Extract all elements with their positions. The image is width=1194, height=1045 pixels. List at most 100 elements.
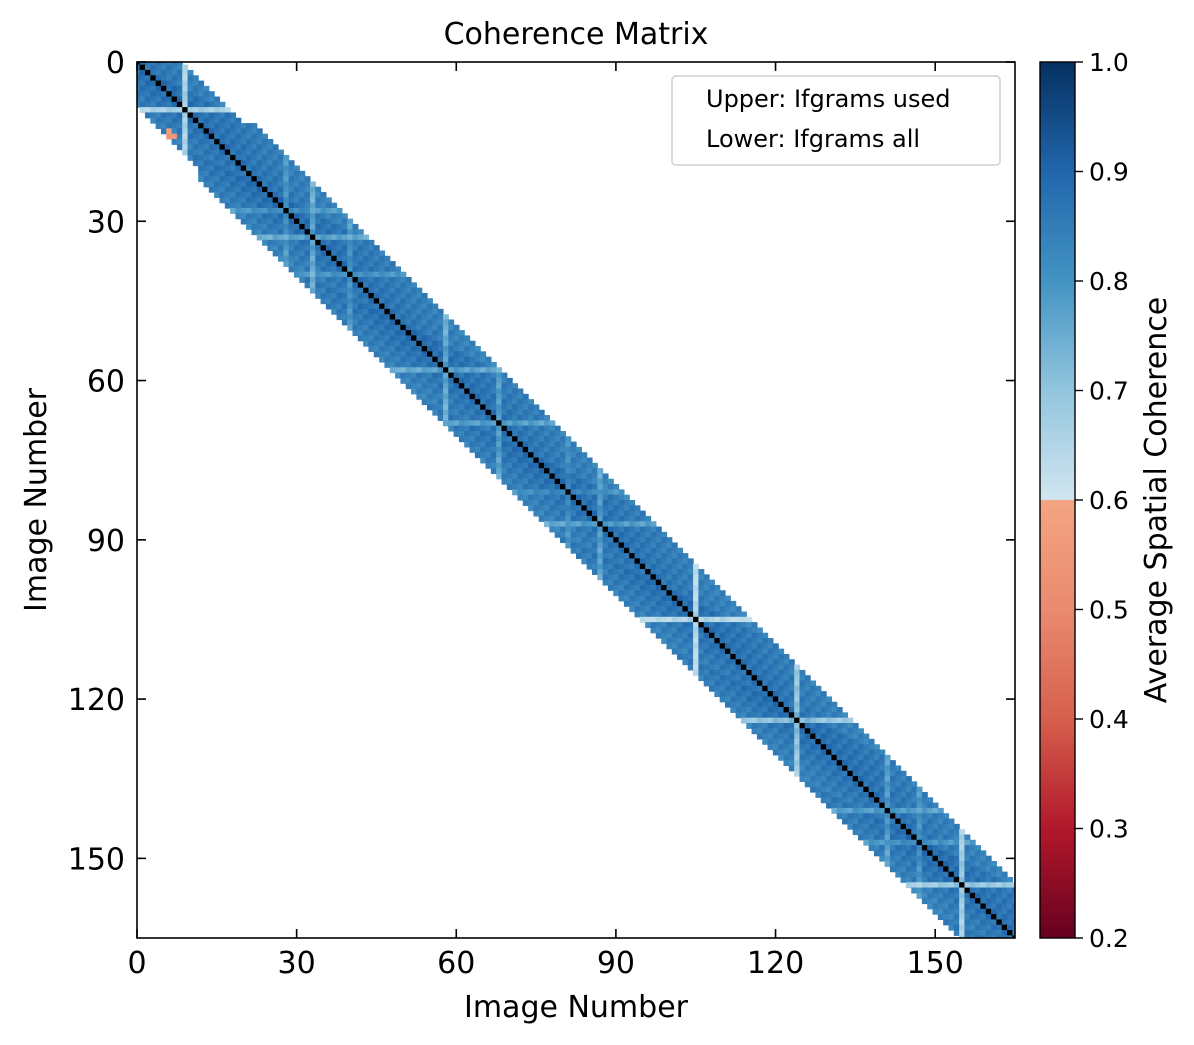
heatmap-cell [283, 245, 290, 252]
heatmap-cell [198, 165, 205, 172]
heatmap-cell [576, 553, 582, 559]
diagonal-cell [267, 192, 274, 198]
heatmap-cell [969, 882, 976, 889]
heatmap-cell [480, 377, 487, 384]
heatmap-cell [1007, 914, 1013, 921]
diagonal-cell [400, 324, 407, 331]
heatmap-cell [251, 123, 258, 129]
heatmap-cell [299, 181, 306, 188]
heatmap-cell [235, 186, 242, 193]
heatmap-cell [522, 404, 529, 411]
heatmap-cell [464, 383, 471, 390]
heatmap-cell [996, 892, 1003, 899]
heatmap-cell [320, 213, 327, 220]
heatmap-cell [309, 208, 316, 214]
heatmap-cell [299, 213, 306, 220]
heatmap-cell [278, 170, 284, 177]
heatmap-cell [203, 101, 210, 108]
heatmap-cell [395, 367, 401, 374]
heatmap-cell [889, 855, 896, 862]
diagonal-cell [842, 765, 848, 772]
heatmap-cell [416, 298, 423, 305]
heatmap-cell [554, 468, 561, 475]
heatmap-cell [996, 914, 1003, 921]
heatmap-cell [341, 319, 348, 326]
heatmap-cell [267, 197, 274, 204]
heatmap-cell [176, 80, 183, 87]
heatmap-cell [767, 638, 774, 644]
heatmap-cell [373, 287, 380, 294]
heatmap-cell [645, 542, 652, 549]
heatmap-cell [192, 138, 199, 145]
heatmap-cell [756, 669, 763, 676]
heatmap-cell [155, 62, 162, 66]
heatmap-cell [304, 176, 311, 183]
diagonal-cell [182, 107, 189, 114]
heatmap-cell [650, 537, 657, 544]
heatmap-cell [176, 107, 183, 114]
heatmap-cell [655, 531, 662, 538]
heatmap-cell [794, 707, 801, 713]
heatmap-cell [815, 712, 822, 719]
heatmap-cell [538, 446, 545, 453]
heatmap-cell [687, 590, 694, 597]
heatmap-cell [714, 606, 721, 613]
heatmap-cell [251, 154, 258, 161]
heatmap-cell [597, 542, 604, 549]
heatmap-cell [357, 229, 364, 236]
heatmap-cell [634, 590, 641, 597]
heatmap-cell [474, 351, 481, 358]
heatmap-cell [198, 149, 205, 156]
heatmap-cell [517, 425, 524, 432]
heatmap-cell [267, 229, 274, 236]
heatmap-cell [182, 91, 189, 98]
heatmap-cell [299, 271, 306, 278]
heatmap-cell [623, 500, 630, 506]
heatmap-cell [650, 553, 657, 559]
heatmap-cell [240, 149, 247, 156]
heatmap-cell [400, 335, 407, 342]
heatmap-cell [192, 123, 199, 129]
heatmap-cell [554, 531, 561, 538]
heatmap-cell [623, 553, 630, 559]
heatmap-cell [921, 871, 928, 878]
heatmap-cell [405, 372, 412, 379]
heatmap-cell [927, 866, 934, 873]
heatmap-cell [980, 887, 987, 894]
diagonal-cell [730, 653, 737, 660]
heatmap-cell [512, 484, 519, 490]
heatmap-cell [772, 643, 779, 650]
heatmap-cell [150, 107, 157, 114]
heatmap-cell [927, 882, 934, 889]
heatmap-cell [804, 707, 811, 713]
heatmap-cell [693, 638, 699, 644]
heatmap-cell [405, 346, 412, 352]
heatmap-cell [693, 632, 699, 639]
heatmap-cell [137, 85, 141, 92]
heatmap-cell [687, 638, 694, 644]
heatmap-cell [570, 526, 577, 533]
heatmap-cell [730, 675, 737, 682]
heatmap-cell [740, 611, 747, 618]
heatmap-cell [682, 600, 689, 607]
heatmap-cell [858, 760, 864, 767]
heatmap-cell [847, 818, 854, 825]
heatmap-cell [368, 324, 375, 331]
diagonal-cell [496, 420, 503, 427]
heatmap-cell [735, 627, 742, 634]
heatmap-cell [512, 388, 519, 395]
heatmap-cell [421, 314, 428, 321]
heatmap-cell [820, 707, 827, 713]
heatmap-cell [432, 335, 439, 342]
heatmap-cell [842, 722, 848, 729]
heatmap-cell [469, 383, 476, 390]
heatmap-cell [746, 701, 753, 708]
heatmap-cell [613, 574, 620, 581]
heatmap-cell [842, 786, 848, 793]
heatmap-cell [1001, 903, 1008, 910]
heatmap-cell [554, 526, 561, 533]
heatmap-cell [256, 154, 263, 161]
heatmap-cell [810, 770, 817, 777]
heatmap-cell [687, 595, 694, 602]
heatmap-cell [996, 887, 1003, 894]
